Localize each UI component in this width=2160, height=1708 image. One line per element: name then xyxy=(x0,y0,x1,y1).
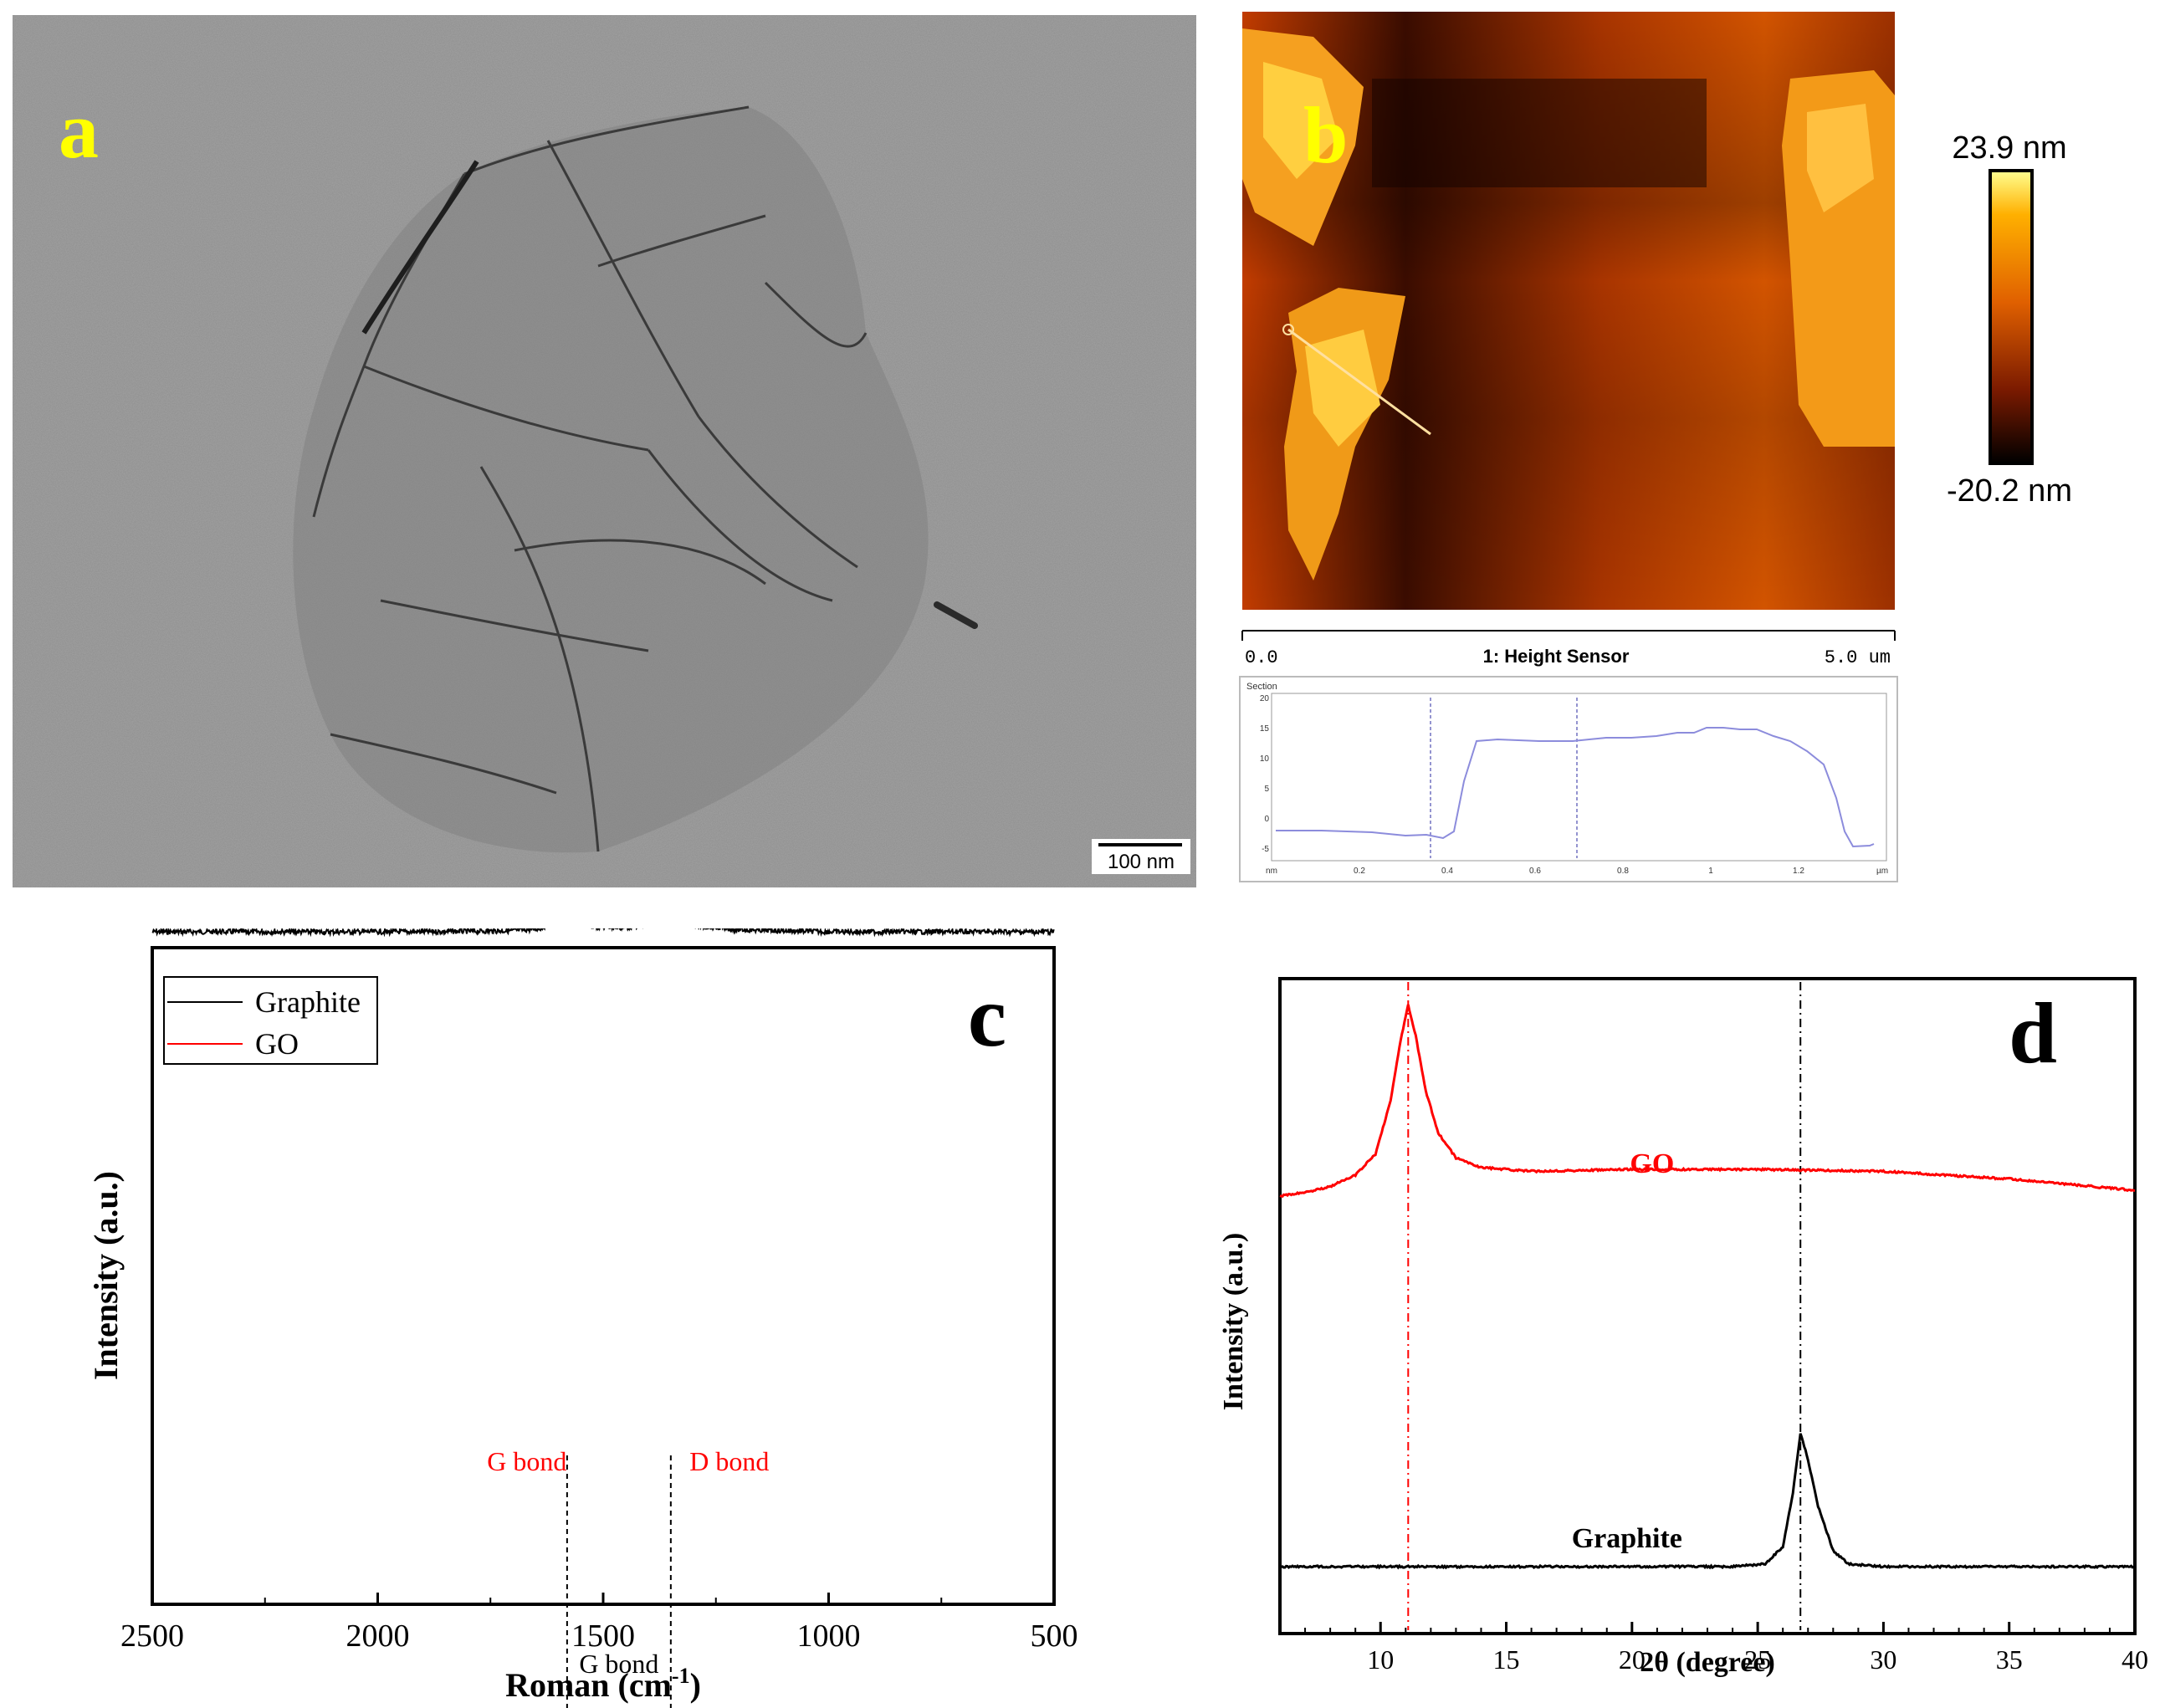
section-x-tick: 0.2 xyxy=(1354,867,1365,876)
raman-x-tick-label: 1500 xyxy=(571,1619,635,1654)
raman-x-tick-label: 2500 xyxy=(120,1619,184,1654)
section-y-tick: 5 xyxy=(1264,785,1269,794)
annotation-g-bond-go: G bond xyxy=(487,1446,566,1476)
colorbar-min: -20.2 nm xyxy=(1947,473,2072,509)
xrd-x-tick-label: 10 xyxy=(1367,1644,1394,1675)
colorbar-max: 23.9 nm xyxy=(1952,130,2066,166)
scale-bar xyxy=(1098,843,1182,846)
annotation-g-bond-graphite: G bond xyxy=(579,1649,658,1679)
dark-fold xyxy=(361,160,479,335)
raman-y-axis-label: Intensity (a.u.) xyxy=(87,1171,125,1380)
raman-x-axis-label: Roman (cm-1) xyxy=(505,1664,701,1704)
afm-panel: b 23.9 nm -20.2 nm 0.0 5.0 um 1: Height … xyxy=(1238,12,2091,890)
go-sheet xyxy=(293,107,929,853)
section-x-unit-right: µm xyxy=(1876,867,1888,876)
xrd-marks: GO Graphite xyxy=(1279,982,2136,1630)
section-profile-line xyxy=(1276,727,1875,848)
section-y-tick: 20 xyxy=(1260,694,1270,703)
raman-x-ticks: 2500 2000 1500 1000 500 xyxy=(120,1593,1078,1654)
xrd-x-tick-label: 35 xyxy=(1996,1644,2023,1675)
panel-label-a: a xyxy=(59,85,99,175)
section-y-tick: -5 xyxy=(1262,845,1269,854)
section-x-tick: 0.8 xyxy=(1617,867,1629,876)
afm-axis-start: 0.0 xyxy=(1245,647,1278,668)
tem-image-panel: a 100 nm xyxy=(13,15,1196,887)
raman-x-tick-label: 2000 xyxy=(346,1619,410,1654)
section-x-tick: 0.4 xyxy=(1441,867,1453,876)
annotation-d-bond-go: D bond xyxy=(689,1446,769,1476)
raman-x-tick-label: 1000 xyxy=(797,1619,861,1654)
raman-x-tick-label: 500 xyxy=(1031,1619,1078,1654)
particle xyxy=(934,601,978,629)
afm-axis-end: 5.0 um xyxy=(1825,647,1891,668)
afm-channel-label: 1: Height Sensor xyxy=(1483,646,1630,667)
xrd-x-tick-label: 25 xyxy=(1744,1644,1771,1675)
legend-label-go: GO xyxy=(255,1027,299,1061)
series-label-graphite: Graphite xyxy=(1572,1523,1682,1554)
series-line-graphite xyxy=(151,928,1055,938)
xrd-plot-frame xyxy=(1278,977,2137,1635)
section-x-unit-left: nm xyxy=(1266,867,1277,876)
panel-label-c: c xyxy=(968,969,1006,1065)
section-title: Section xyxy=(1246,682,1277,692)
xrd-panel: GO Graphite 10 15 20 25 30 35 40 d 2θ (degree) … xyxy=(1196,945,2160,1708)
series-label-go: GO xyxy=(1630,1148,1674,1179)
section-y-tick: 0 xyxy=(1264,815,1269,824)
series-line-graphite xyxy=(1279,1433,2136,1570)
xrd-x-axis-label: 2θ (degree) xyxy=(1640,1647,1775,1678)
afm-figure: b 23.9 nm -20.2 nm 0.0 5.0 um 1: Height … xyxy=(1239,12,2072,882)
panel-label-b: b xyxy=(1303,90,1348,180)
section-line xyxy=(1287,328,1431,436)
section-y-tick: 15 xyxy=(1260,724,1270,734)
xrd-x-tick-label: 15 xyxy=(1493,1644,1520,1675)
xrd-x-tick-label: 20 xyxy=(1619,1644,1646,1675)
section-x-tick: 1 xyxy=(1708,867,1713,876)
xrd-x-tick-label: 40 xyxy=(2122,1644,2148,1675)
legend-label-graphite: Graphite xyxy=(255,985,361,1019)
scale-bar-label: 100 nm xyxy=(1108,851,1175,873)
section-x-tick: 1.2 xyxy=(1793,867,1804,876)
sheet-wrinkles xyxy=(312,105,868,852)
afm-colorbar xyxy=(1989,169,2034,465)
xrd-x-tick-label: 30 xyxy=(1870,1644,1896,1675)
section-plot-area xyxy=(1271,693,1887,862)
xrd-x-ticks: 10 15 20 25 30 35 40 xyxy=(1304,1622,2148,1675)
series-line-go xyxy=(1279,1004,2136,1198)
xrd-y-axis-label: Intensity (a.u.) xyxy=(1218,1233,1249,1411)
tem-image: a 100 nm xyxy=(13,15,1196,887)
panel-label-d: d xyxy=(2009,985,2057,1082)
section-y-tick: 10 xyxy=(1260,754,1270,764)
section-x-tick: 0.6 xyxy=(1529,867,1541,876)
raman-legend xyxy=(163,976,378,1065)
